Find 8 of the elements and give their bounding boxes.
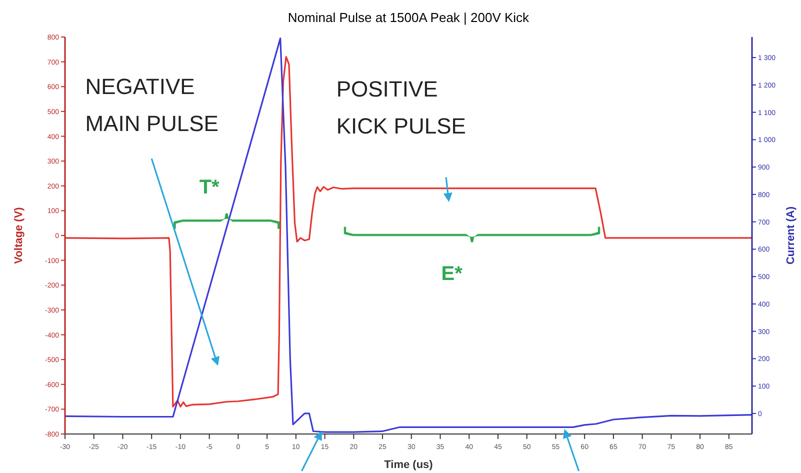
annotation: T* (199, 176, 220, 198)
y-axis-title: Voltage (V) (13, 206, 25, 264)
y2-axis-title: Current (A) (785, 206, 797, 265)
annotation: POSITIVE KICK PULSE (336, 76, 466, 139)
x-axis-title: Time (us) (384, 459, 434, 471)
chart-title: Nominal Pulse at 1500A Peak | 200V Kick (288, 10, 530, 25)
annotation: E* (441, 263, 463, 286)
annotation: NEGATIVE MAIN PULSE (85, 74, 218, 136)
